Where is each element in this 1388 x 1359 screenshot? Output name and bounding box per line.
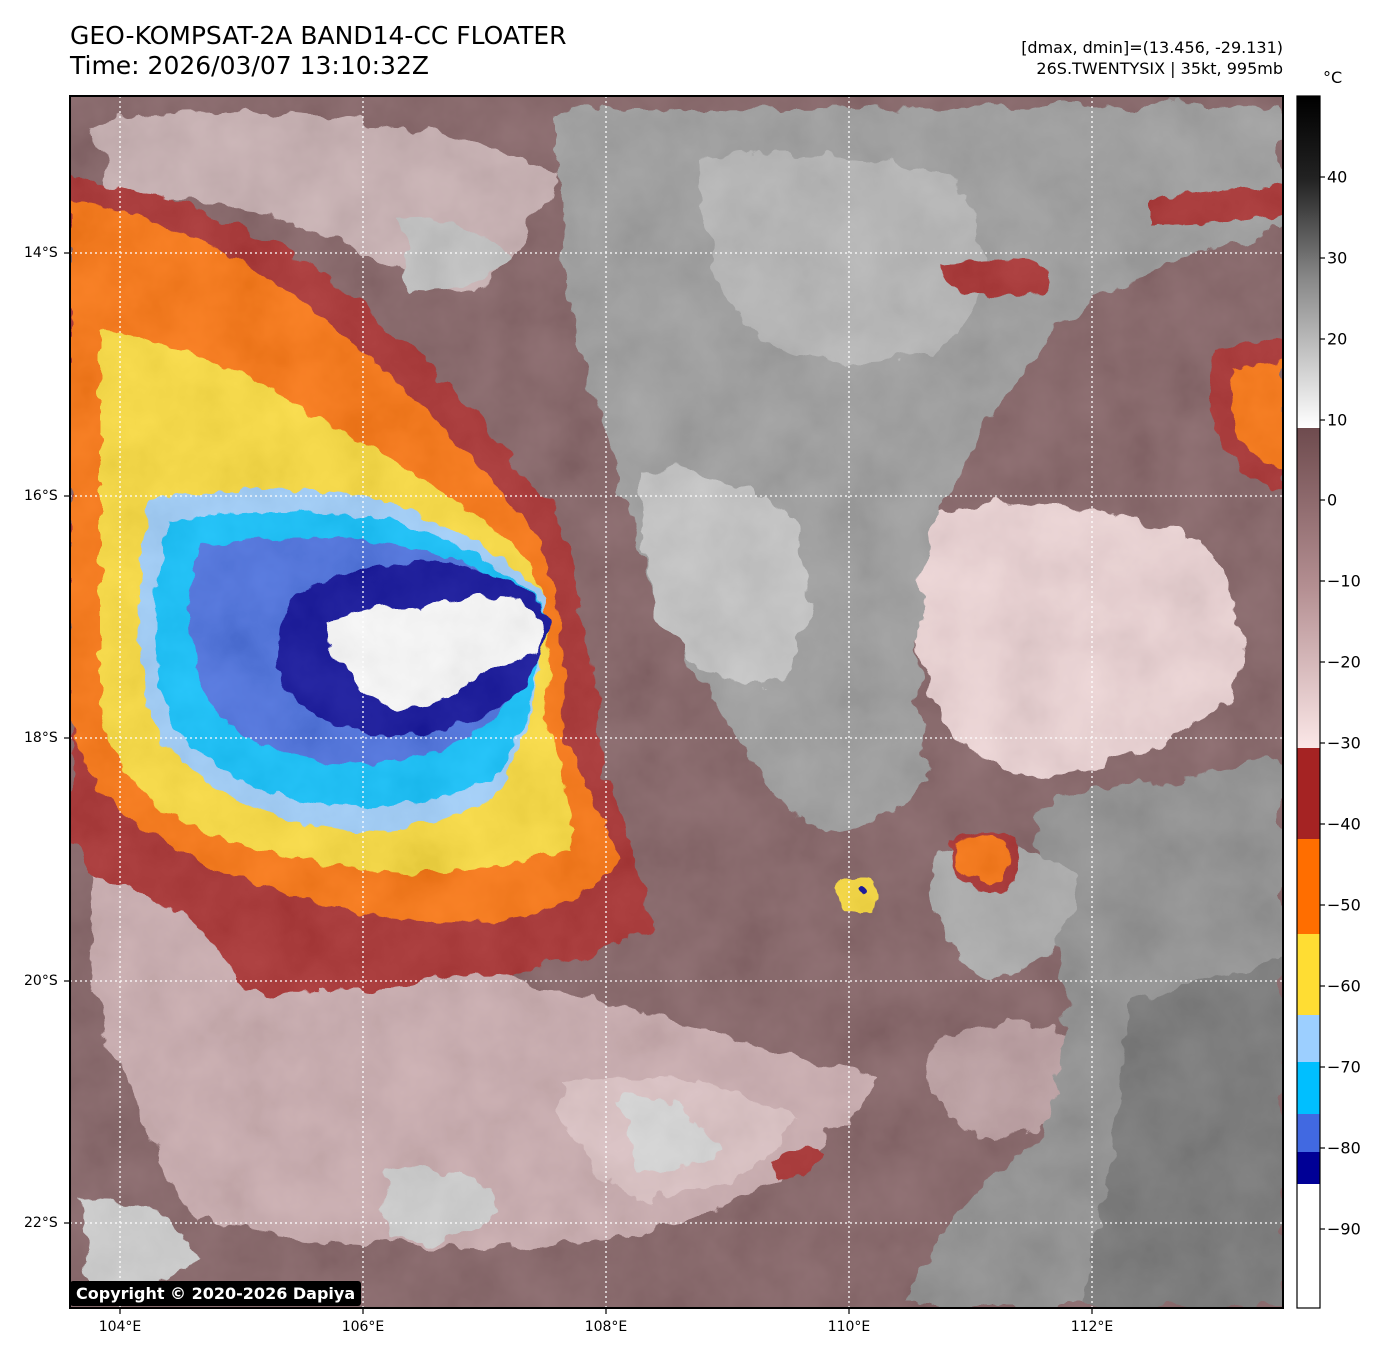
lon-label: 108°E bbox=[584, 1319, 628, 1335]
lon-label: 112°E bbox=[1070, 1319, 1114, 1335]
lat-label: 14°S bbox=[24, 245, 58, 261]
colorbar-tick: −20 bbox=[1327, 652, 1361, 672]
colorbar-tick: 10 bbox=[1327, 410, 1348, 430]
graticule bbox=[70, 96, 1283, 1308]
colorbar-tick: −30 bbox=[1327, 733, 1361, 753]
lon-label: 104°E bbox=[98, 1319, 142, 1335]
axis-ticks bbox=[64, 252, 1093, 1314]
colorbar-tick: −50 bbox=[1327, 895, 1361, 915]
lat-label: 20°S bbox=[24, 973, 58, 989]
lat-label: 16°S bbox=[24, 488, 58, 504]
image-timestamp: Time: 2026/03/07 13:10:32Z bbox=[70, 51, 429, 80]
colorbar-tick: −70 bbox=[1327, 1057, 1361, 1077]
colorbar-tick: −60 bbox=[1327, 976, 1361, 996]
colorbar-tick: 30 bbox=[1327, 248, 1348, 268]
colorbar-tick: −90 bbox=[1327, 1219, 1361, 1239]
colorbar-frame bbox=[1296, 95, 1321, 1309]
lat-label: 22°S bbox=[24, 1215, 58, 1231]
colorbar-tick: 20 bbox=[1327, 329, 1348, 349]
colorbar-tick: 0 bbox=[1327, 490, 1338, 510]
colorbar-unit: °C bbox=[1323, 68, 1343, 87]
colorbar-tick: −80 bbox=[1327, 1138, 1361, 1158]
lon-label: 110°E bbox=[827, 1319, 871, 1335]
colorbar bbox=[1296, 95, 1325, 1309]
colorbar-tick: −10 bbox=[1327, 571, 1361, 591]
map-frame bbox=[69, 95, 1284, 1309]
storm-info: 26S.TWENTYSIX | 35kt, 995mb bbox=[1036, 59, 1283, 78]
copyright-badge: Copyright © 2020-2026 Dapiya bbox=[70, 1281, 362, 1306]
colorbar-tick: 40 bbox=[1327, 167, 1348, 187]
lat-label: 18°S bbox=[24, 730, 58, 746]
colorbar-tick: −40 bbox=[1327, 814, 1361, 834]
lon-label: 106°E bbox=[341, 1319, 385, 1335]
data-range: [dmax, dmin]=(13.456, -29.131) bbox=[1021, 38, 1283, 57]
image-title: GEO-KOMPSAT-2A BAND14-CC FLOATER bbox=[70, 21, 567, 50]
